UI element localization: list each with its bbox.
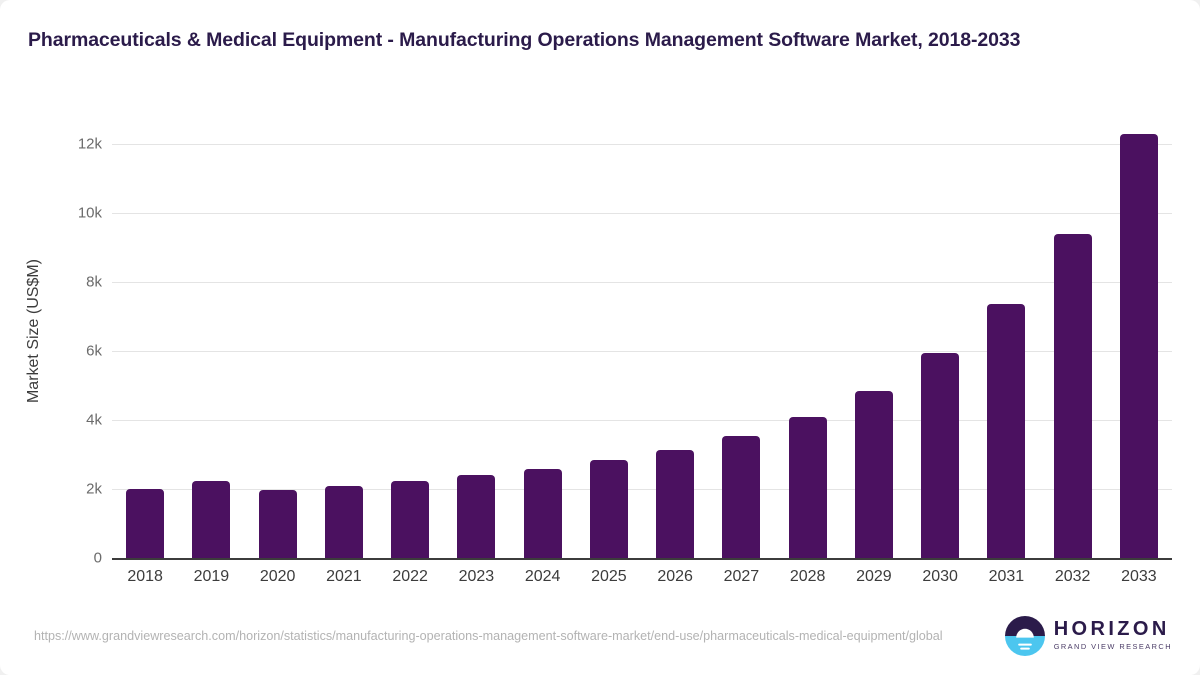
bar-2033[interactable] [1119,134,1158,558]
x-axis-tick-label: 2032 [1054,568,1091,585]
x-axis-tick-label: 2019 [193,568,230,585]
y-axis-tick-label: 10k [77,204,102,222]
x-axis-tick-label: 2023 [458,568,495,585]
bar-2021[interactable] [324,485,363,558]
source-url[interactable]: https://www.grandviewresearch.com/horizo… [34,629,943,643]
x-axis-tick-label: 2027 [723,568,760,585]
x-axis-tick-label: 2026 [657,568,693,585]
logo-subtitle: GRAND VIEW RESEARCH [1053,642,1172,652]
gridline [112,282,1172,283]
gridline [112,213,1172,214]
y-axis-ticks: 0 2k 4k 6k 8k 10k 12k [40,0,102,675]
x-axis-line [112,558,1172,560]
bar-2024[interactable] [523,469,562,558]
gridline [112,144,1172,145]
y-axis-tick-label: 6k [86,342,102,360]
gridline [112,489,1172,490]
y-axis-tick-label: 0 [93,549,102,567]
horizon-logo-icon [1004,616,1045,656]
gridline [112,351,1172,352]
y-axis-tick-label: 4k [86,411,102,429]
x-axis-tick-label: 2033 [1121,568,1157,585]
y-axis-tick-label: 2k [86,480,102,498]
horizon-logo: HORIZON GRAND VIEW RESEARCH [1004,616,1172,656]
bar-2018[interactable] [126,489,165,558]
bar-2027[interactable] [722,435,761,558]
x-axis-tick-label: 2031 [988,568,1025,585]
x-axis-tick-label: 2018 [127,568,163,585]
x-axis-tick-label: 2024 [524,568,561,585]
page-title: Pharmaceuticals & Medical Equipment - Ma… [28,29,1021,51]
bar-2026[interactable] [656,449,695,558]
y-axis-tick-label: 8k [86,273,102,291]
x-axis-tick-label: 2030 [922,568,958,585]
x-axis-tick-label: 2025 [591,568,627,585]
y-axis-tick-label: 12k [77,135,102,153]
horizon-logo-text: HORIZON GRAND VIEW RESEARCH [1054,619,1172,652]
bar-2032[interactable] [1053,234,1092,558]
bar-2020[interactable] [258,490,297,558]
x-axis-tick-label: 2021 [326,568,362,585]
bar-2019[interactable] [192,481,231,558]
bar-2029[interactable] [854,390,893,558]
logo-name: HORIZON [1053,618,1170,641]
bar-2023[interactable] [457,475,496,558]
bar-2028[interactable] [788,416,827,558]
x-axis-tick-label: 2020 [259,568,296,585]
bar-2025[interactable] [589,460,628,558]
x-axis-tick-label: 2028 [789,568,826,585]
x-axis-tick-label: 2029 [856,568,892,585]
bar-2022[interactable] [391,480,430,558]
bar-2030[interactable] [921,353,960,558]
x-axis-tick-label: 2022 [392,568,428,585]
gridline [112,420,1172,421]
bar-2031[interactable] [987,304,1026,558]
